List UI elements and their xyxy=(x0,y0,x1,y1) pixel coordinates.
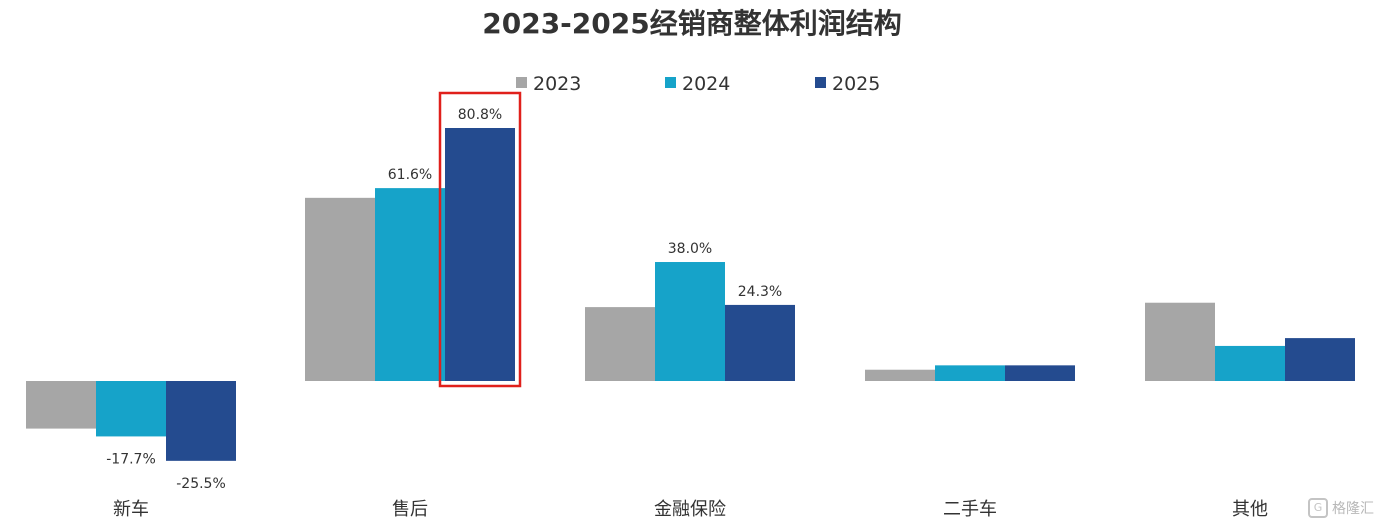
chart-title: 2023-2025经销商整体利润结构 xyxy=(482,7,902,40)
bar-2024-1 xyxy=(375,188,445,381)
legend-swatch-2024 xyxy=(665,77,676,88)
watermark-logo-icon: G xyxy=(1308,498,1328,518)
bar-2023-0 xyxy=(26,381,96,429)
legend-swatch-2023 xyxy=(516,77,527,88)
bar-2023-3 xyxy=(865,369,935,381)
category-labels-group: 新车 售后 金融保险 二手车 其他 xyxy=(113,499,1268,520)
bar-2025-4 xyxy=(1285,338,1355,381)
bar-2024-2 xyxy=(655,262,725,381)
category-label-2: 金融保险 xyxy=(654,499,726,520)
legend: 2023 2024 2025 xyxy=(516,73,880,95)
data-label-2025-0: -25.5% xyxy=(176,476,226,492)
bar-2023-1 xyxy=(305,197,375,381)
bar-2023-4 xyxy=(1145,302,1215,381)
data-labels-group: -17.7% -25.5% 61.6% 80.8% 38.0% 24.3% xyxy=(106,107,782,492)
bar-2023-2 xyxy=(585,307,655,381)
highlight-box xyxy=(438,91,522,388)
bar-2024-4 xyxy=(1215,345,1285,381)
bar-2025-2 xyxy=(725,304,795,381)
category-label-4: 其他 xyxy=(1232,499,1268,520)
data-label-2024-2: 38.0% xyxy=(668,241,712,257)
legend-label-2023: 2023 xyxy=(533,73,581,95)
legend-label-2024: 2024 xyxy=(682,73,730,95)
category-label-3: 二手车 xyxy=(943,499,997,520)
bar-2024-0 xyxy=(96,381,166,437)
legend-swatch-2025 xyxy=(815,77,826,88)
legend-label-2025: 2025 xyxy=(832,73,880,95)
category-label-1: 售后 xyxy=(392,499,428,520)
data-label-2025-1: 80.8% xyxy=(458,107,502,123)
highlight-group xyxy=(438,91,522,388)
bar-2025-0 xyxy=(166,381,236,461)
bar-2025-1 xyxy=(445,128,515,381)
watermark: G 格隆汇 xyxy=(1308,498,1374,518)
bar-2024-3 xyxy=(935,365,1005,381)
category-label-0: 新车 xyxy=(113,499,149,520)
bar-2025-3 xyxy=(1005,365,1075,381)
data-label-2025-2: 24.3% xyxy=(738,284,782,300)
data-label-2024-0: -17.7% xyxy=(106,451,156,467)
bars-group xyxy=(26,128,1355,461)
watermark-text: 格隆汇 xyxy=(1332,501,1374,517)
data-label-2024-1: 61.6% xyxy=(388,167,432,183)
